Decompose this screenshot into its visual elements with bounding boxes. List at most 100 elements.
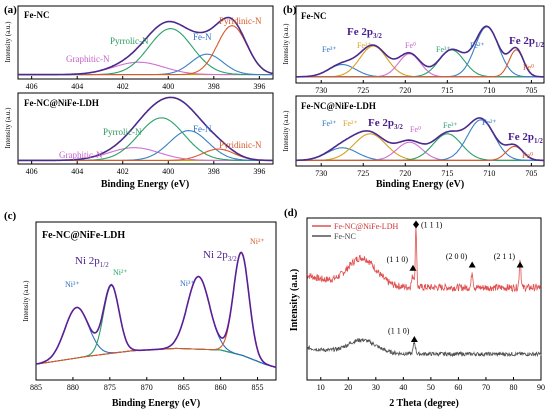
panel-b-bottom-peak-label-5: Fe²⁺ bbox=[482, 118, 497, 127]
panel-a-top-pyridinic-label: Pyridinic-N bbox=[219, 16, 262, 26]
panel-b-top-xtick-label-720: 720 bbox=[399, 86, 411, 95]
panel-b-top-xtick-label-715: 715 bbox=[441, 86, 453, 95]
panel-b-top-peak-6-fe bbox=[296, 49, 544, 78]
panel-d-tag: (d) bbox=[284, 207, 298, 219]
panel-d-ylabel: Intensity (a.u.) bbox=[289, 269, 300, 332]
panel-d-xlabel: 2 Theta (degree) bbox=[389, 398, 459, 409]
panel-a-bottom-xtick-label-400: 400 bbox=[162, 167, 174, 176]
panel-b-top-envelope bbox=[296, 25, 544, 78]
panel-c-xtick-label-855: 855 bbox=[252, 383, 264, 392]
panel-d-xtick-label-10: 10 bbox=[317, 383, 325, 392]
panel-c-peak-label-1: Ni³⁺ bbox=[65, 280, 80, 289]
panel-a-bottom-xtick-label-402: 402 bbox=[117, 167, 129, 176]
panel-a-bottom-xtick-label-398: 398 bbox=[208, 167, 220, 176]
xrd-marker-diamond-1 bbox=[413, 220, 420, 229]
panel-b-bottom-peak-label-4: Fe³⁺ bbox=[443, 121, 458, 130]
panel-d-frame bbox=[306, 217, 542, 381]
panel-b-bottom-sample-label: Fe-NC@NiFe-LDH bbox=[301, 101, 376, 111]
panel-b-top-xtick-label-710: 710 bbox=[483, 86, 495, 95]
xrd-marker-triangle-5 bbox=[410, 336, 418, 342]
panel-b-top-peak-label-2: Fe²⁺ bbox=[357, 41, 372, 50]
panel-b-top-xtick-label-730: 730 bbox=[315, 86, 327, 95]
panel-b-top-peak-label-1: Fe³⁺ bbox=[322, 45, 337, 54]
panel-b-bottom-peak-label-2: Fe²⁺ bbox=[343, 119, 358, 128]
panel-b-top-peak-label-5: Fe²⁺ bbox=[470, 41, 485, 50]
panel-b-top-plot: Fe-NC Fe 2p3/2 Fe 2p1/2 Fe³⁺ Fe²⁺ Fe⁰ Fe… bbox=[282, 5, 545, 95]
panel-d-xtick-label-40: 40 bbox=[399, 383, 407, 392]
panel-b-bottom-ylabel: Intensity (a.u.) bbox=[282, 110, 290, 152]
panel-a-bottom-envelope bbox=[18, 96, 273, 162]
panel-c: (c) Fe-NC@NiFe-LDH Ni 2p1/2 Ni 2p3/2 Ni³… bbox=[4, 210, 277, 409]
panel-a-bottom-xtick-label-396: 396 bbox=[253, 167, 265, 176]
panel-b-bottom-xtick-label-715: 715 bbox=[441, 169, 453, 178]
panel-a-top-xtick-label-404: 404 bbox=[71, 82, 83, 91]
panel-a-top-plot: Fe-NC Graphitic-N Pyrrolic-N Fe-N Pyridi… bbox=[4, 5, 274, 91]
panel-a-bottom-sample-label: Fe-NC@NiFe-LDH bbox=[24, 98, 99, 108]
panel-a-bottom-pyridinic-label: Pyridinic-N bbox=[219, 140, 262, 150]
panel-c-peak-label-4: Ni²⁺ bbox=[250, 237, 265, 246]
xrd-series-fe-nc-nife-ldh bbox=[306, 226, 542, 293]
xrd-marker-label-4: (2 1 1) bbox=[494, 252, 516, 261]
panel-b-top-fe2p32-label: Fe 2p3/2 bbox=[347, 26, 382, 40]
xrd-marker-label-3: (2 0 0) bbox=[446, 252, 468, 261]
panel-b-bottom-peak-label-1: Fe³⁺ bbox=[322, 119, 337, 128]
panel-a-top-fen-label: Fe-N bbox=[193, 32, 212, 42]
xrd-marker-label-2: (1 1 0) bbox=[387, 255, 409, 264]
panel-c-xlabel: Binding Energy (eV) bbox=[112, 398, 200, 409]
panel-b-bottom-fe2p12-label: Fe 2p1/2 bbox=[508, 131, 543, 145]
panel-b-bottom-peak-6-fe bbox=[296, 145, 544, 161]
panel-b: Fe-NC Fe 2p3/2 Fe 2p1/2 Fe³⁺ Fe²⁺ Fe⁰ Fe… bbox=[282, 4, 545, 190]
panel-a-top-frame bbox=[17, 5, 274, 80]
panel-b-top-peak-label-6: Fe⁰ bbox=[523, 63, 534, 72]
panel-c-xtick-label-865: 865 bbox=[178, 383, 190, 392]
panel-b-bottom-frame bbox=[295, 95, 545, 167]
panel-a-top-peak-3-fe-n bbox=[18, 53, 273, 76]
panel-a-bottom-xtick-label-404: 404 bbox=[71, 167, 83, 176]
legend-label-fe-nc: Fe-NC bbox=[334, 232, 356, 241]
panel-d-xtick-label-50: 50 bbox=[427, 383, 435, 392]
xrd-marker-label-1: (1 1 1) bbox=[421, 220, 443, 229]
panel-c-ni2p32-label: Ni 2p3/2 bbox=[203, 249, 237, 263]
panel-c-tag: (c) bbox=[4, 210, 17, 222]
panel-c-peak-label-3: Ni³⁺ bbox=[180, 279, 195, 288]
panel-c-peak-3-ni bbox=[35, 275, 277, 368]
panel-a-bottom-graphitic-label: Graphitic-N bbox=[59, 150, 103, 160]
panel-a-top-peak-1-graphitic-n bbox=[18, 61, 273, 76]
panel-b-bottom-plot: Fe-NC@NiFe-LDH Fe 2p3/2 Fe 2p1/2 Fe³⁺ Fe… bbox=[282, 95, 545, 178]
panel-b-bottom-peak-label-6: Fe⁰ bbox=[522, 151, 533, 160]
panel-a-top-xtick-label-396: 396 bbox=[253, 82, 265, 91]
panel-c-xtick-label-870: 870 bbox=[141, 383, 153, 392]
xrd-marker-label-5: (1 1 0) bbox=[388, 327, 410, 336]
xrd-series-fe-nc bbox=[306, 337, 542, 358]
panel-b-bottom-xtick-label-710: 710 bbox=[483, 169, 495, 178]
panel-a-bottom-xtick-label-406: 406 bbox=[26, 167, 38, 176]
panel-d-xtick-label-90: 90 bbox=[537, 383, 545, 392]
panel-c-frame bbox=[35, 221, 277, 381]
panel-d: (1 1 1)(1 1 0) (2 0 0) (2 1 1)(1 1 0) (d) … bbox=[284, 207, 545, 409]
panel-c-xtick-label-885: 885 bbox=[30, 383, 42, 392]
panel-c-background-line bbox=[35, 347, 277, 368]
panel-c-sample-label: Fe-NC@NiFe-LDH bbox=[42, 230, 125, 241]
panel-b-bottom-envelope bbox=[296, 117, 544, 162]
panel-a-bottom-frame bbox=[17, 92, 274, 165]
panel-a-top-pyrrolic-label: Pyrrolic-N bbox=[110, 36, 149, 46]
panel-a-tag: (a) bbox=[4, 4, 17, 16]
panel-c-xtick-label-875: 875 bbox=[104, 383, 116, 392]
panel-d-legend: Fe-NC@NiFe-LDH Fe-NC bbox=[312, 222, 398, 241]
panel-d-xtick-label-70: 70 bbox=[482, 383, 490, 392]
panel-c-xtick-label-880: 880 bbox=[67, 383, 79, 392]
xrd-marker-triangle-2 bbox=[409, 264, 417, 271]
panel-a-bottom-pyrrolic-label: Pyrrolic-N bbox=[103, 127, 142, 137]
panel-c-peak-label-2: Ni²⁺ bbox=[113, 268, 128, 277]
panel-a-top-xtick-label-400: 400 bbox=[162, 82, 174, 91]
panel-b-top-xtick-label-705: 705 bbox=[525, 86, 537, 95]
panel-b-bottom-xtick-label-720: 720 bbox=[399, 169, 411, 178]
panel-c-ni2p12-label: Ni 2p1/2 bbox=[75, 255, 109, 269]
panel-a-top-ylabel: Intensity (a.u.) bbox=[4, 21, 12, 63]
panel-b-bottom-fe2p32-label: Fe 2p3/2 bbox=[368, 117, 403, 131]
panel-b-xlabel: Binding Energy (eV) bbox=[376, 179, 464, 190]
panel-a-top-sample-label: Fe-NC bbox=[24, 10, 50, 20]
panel-a-xlabel: Binding Energy (eV) bbox=[101, 179, 189, 190]
panel-a-top-xtick-label-406: 406 bbox=[26, 82, 38, 91]
